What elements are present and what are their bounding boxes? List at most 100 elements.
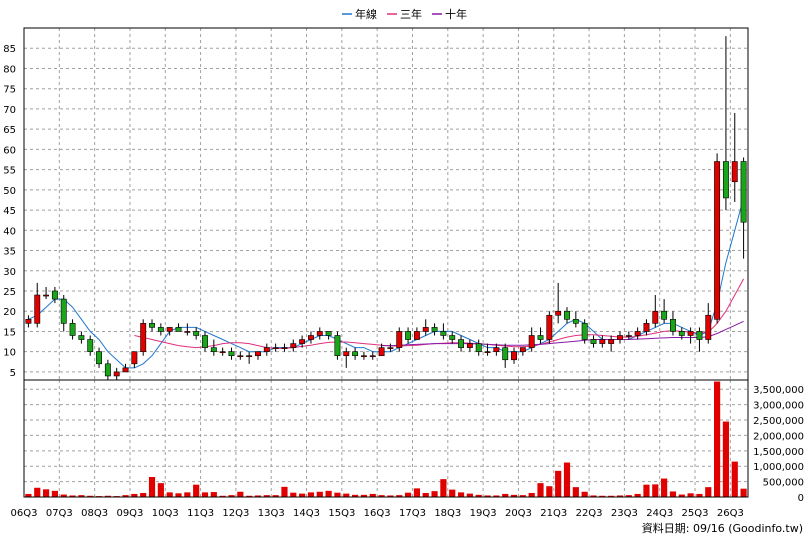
volume-bar	[201, 492, 209, 497]
price-tick-label: 55	[3, 166, 16, 177]
x-tick-label: 22Q3	[576, 508, 603, 519]
candle-body	[51, 290, 58, 300]
price-tick-label: 50	[3, 186, 16, 197]
volume-tick-label: 1,000,000	[753, 462, 804, 473]
candle-body	[670, 319, 676, 332]
candle-body	[308, 335, 314, 340]
candle-body	[325, 331, 332, 336]
x-tick-label: 18Q3	[434, 508, 461, 519]
volume-bar	[661, 478, 668, 497]
volume-bar	[519, 495, 526, 497]
candle-body	[696, 331, 703, 340]
candle-body	[493, 347, 500, 352]
volume-bar	[360, 494, 368, 497]
volume-tick-label: 0	[798, 493, 804, 504]
price-tick-label: 40	[3, 226, 16, 237]
x-tick-label: 12Q3	[222, 508, 249, 519]
candle-body	[705, 314, 712, 340]
candle-body	[502, 347, 509, 361]
candle-body	[255, 351, 261, 357]
volume-bar	[634, 493, 641, 497]
volume-bar	[457, 492, 465, 497]
x-tick-label: 14Q3	[293, 508, 320, 519]
x-tick-label: 15Q3	[328, 508, 355, 519]
candle-body	[60, 298, 67, 324]
volume-bar	[431, 491, 438, 497]
candle-body	[343, 351, 350, 357]
candle-body	[193, 331, 200, 336]
candle-body	[281, 347, 288, 349]
volume-bar	[696, 493, 703, 497]
volume-bar	[263, 495, 270, 497]
volume-bar	[237, 491, 244, 497]
candle-body	[413, 331, 420, 340]
volume-bar	[42, 489, 50, 497]
volume-tick-label: 3,500,000	[753, 385, 804, 396]
volume-bar	[34, 487, 41, 497]
data-date-footer: 資料日期: 09/16 (Goodinfo.tw)	[642, 521, 803, 535]
price-tick-label: 45	[3, 206, 16, 217]
volume-bar	[563, 462, 571, 497]
candle-body	[714, 161, 721, 320]
volume-bars	[25, 381, 747, 498]
volume-bar	[104, 495, 111, 497]
x-tick-label: 24Q3	[646, 508, 673, 519]
candle-body	[352, 351, 359, 357]
x-tick-label: 11Q3	[187, 508, 214, 519]
candle-body	[528, 335, 535, 348]
candle-body	[617, 335, 623, 340]
x-tick-label: 19Q3	[470, 508, 497, 519]
volume-bar	[413, 488, 420, 497]
x-tick-label: 16Q3	[364, 508, 391, 519]
volume-bar	[272, 495, 279, 497]
volume-bar	[669, 491, 677, 497]
candle-body	[405, 331, 412, 340]
volume-tick-label: 1,500,000	[753, 447, 804, 458]
candle-body	[334, 335, 341, 357]
price-tick-label: 25	[3, 287, 16, 298]
x-tick-label: 07Q3	[46, 508, 73, 519]
candle-body	[122, 367, 129, 373]
volume-bar	[325, 490, 332, 497]
candle-body	[113, 371, 120, 377]
volume-bar	[219, 495, 226, 497]
price-panel: 5 10 15 20 25 30 35 40 45 50 55 60 65 70 75 80 85	[3, 27, 749, 381]
candlesticks	[25, 36, 747, 380]
candle-body	[290, 343, 297, 348]
volume-bar	[352, 494, 359, 497]
volume-bar	[334, 492, 341, 497]
volume-bar	[193, 484, 200, 497]
candle-body	[731, 161, 738, 183]
candle-body	[634, 331, 641, 336]
candle-body	[740, 161, 747, 223]
x-tick-label: 23Q3	[611, 508, 638, 519]
candle-body	[546, 314, 553, 340]
candle-body	[431, 327, 438, 332]
volume-bar	[608, 495, 615, 497]
volume-bar	[69, 495, 76, 497]
x-tick-label: 10Q3	[152, 508, 179, 519]
candle-body	[599, 339, 606, 344]
volume-tick-label: 2,500,000	[753, 416, 804, 427]
volume-bar	[131, 493, 138, 497]
price-y-ticks: 5 10 15 20 25 30 35 40 45 50 55 60 65 70 75 80 85	[3, 44, 16, 379]
price-tick-label: 70	[3, 105, 16, 116]
x-tick-label: 21Q3	[540, 508, 567, 519]
candle-body	[519, 347, 526, 352]
candle-body	[537, 335, 544, 340]
candle-body	[166, 327, 173, 332]
volume-bar	[157, 483, 164, 497]
volume-bar	[316, 491, 323, 497]
price-tick-label: 20	[3, 307, 16, 318]
candle-body	[458, 339, 464, 348]
candle-body	[652, 310, 659, 324]
x-tick-label: 06Q3	[11, 508, 38, 519]
volume-bar	[228, 495, 235, 497]
volume-bar	[643, 484, 650, 497]
candle-body	[237, 355, 244, 358]
volume-panel: 0 500,000 1,000,000 1,500,000 2,000,000 2,500…	[23, 379, 804, 504]
volume-y-ticks: 0 500,000 1,000,000 1,500,000 2,000,000 2,500…	[753, 385, 804, 504]
x-tick-label: 13Q3	[258, 508, 285, 519]
volume-bar	[537, 483, 544, 497]
